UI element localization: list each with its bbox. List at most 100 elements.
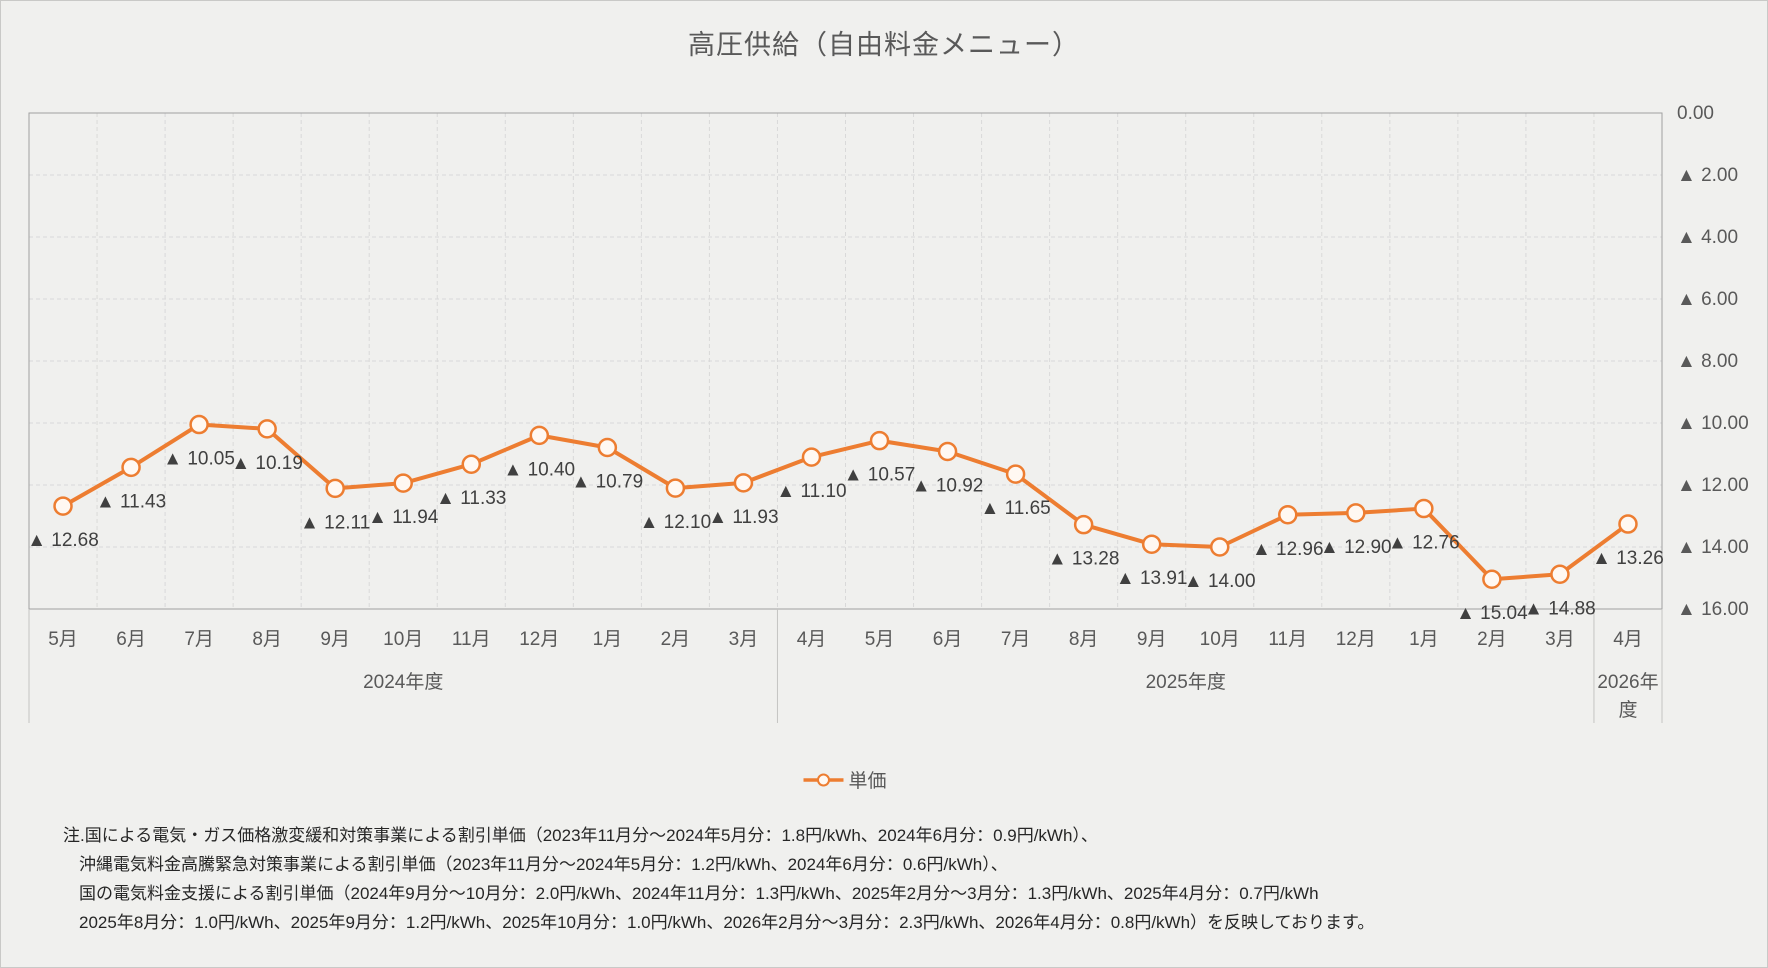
data-label: ▲ 12.68 (27, 530, 99, 551)
data-point-marker (1005, 464, 1026, 484)
x-axis-month-label: 8月 (1069, 629, 1099, 650)
data-label: ▲ 11.65 (980, 498, 1050, 519)
data-label: ▲ 11.93 (708, 507, 778, 528)
x-axis-month-label: 9月 (1137, 629, 1167, 650)
x-axis-month-label: 4月 (1613, 629, 1643, 650)
data-point-marker (53, 496, 73, 516)
data-point-marker (393, 473, 413, 493)
y-axis-tick-label: ▲ 8.00 (1677, 351, 1738, 372)
data-point-marker (937, 441, 958, 462)
legend-line-marker-icon (803, 773, 844, 786)
data-label: ▲ 12.11 (300, 512, 370, 533)
data-point-marker (257, 419, 277, 439)
x-axis-month-label: 7月 (1001, 629, 1031, 650)
data-label: ▲ 12.90 (1320, 537, 1392, 558)
x-axis-month-label: 5月 (48, 629, 78, 650)
plot-border (28, 112, 1663, 610)
x-axis-month-label: 9月 (320, 629, 350, 650)
x-axis-month-label: 4月 (797, 629, 827, 650)
data-label: ▲ 11.94 (368, 507, 439, 528)
year-separators (28, 609, 1663, 723)
x-axis-month-label: 6月 (933, 629, 963, 650)
x-axis-year-label: 2025年度 (1145, 672, 1226, 693)
x-axis-month-label: 1月 (593, 629, 623, 650)
y-axis-tick-label: ▲ 14.00 (1677, 537, 1749, 558)
x-axis-month-labels: 5月 6月 7月 8月 9月 10月 11月 12月 1月 2月 3月 4月 5月 6月 7月 8月 9月 10月… (48, 629, 1643, 650)
x-axis-month-label: 1月 (1409, 629, 1439, 650)
x-axis-month-label: 8月 (252, 629, 282, 650)
data-point-marker (1278, 505, 1298, 525)
y-axis-tick-label: 0.00 (1677, 103, 1714, 124)
data-label: ▲ 10.19 (231, 453, 303, 474)
data-point-marker (801, 447, 822, 467)
data-label: ▲ 13.28 (1048, 549, 1120, 570)
footnote: 注.国による電気・ガス価格激変緩和対策事業による割引単価（2023年11月分～2… (63, 821, 1374, 937)
x-axis-month-label: 12月 (1336, 629, 1376, 650)
x-axis-month-label: 10月 (1200, 629, 1240, 650)
data-label: ▲ 10.40 (503, 459, 575, 480)
data-label: ▲ 12.76 (1388, 533, 1460, 554)
data-point-marker (1073, 514, 1094, 535)
data-point-marker (1550, 564, 1570, 585)
vertical-gridlines (96, 113, 1595, 609)
data-point-marker (121, 457, 141, 478)
data-point-marker (1414, 498, 1434, 519)
footnote-line: 国の電気料金支援による割引単価（2024年9月分～10月分：2.0円/kWh、2… (79, 884, 1319, 903)
x-axis-month-label: 5月 (865, 629, 895, 650)
footnote-line: 注.国による電気・ガス価格激変緩和対策事業による割引単価（2023年11月分～2… (63, 826, 1098, 845)
x-axis-month-label: 10月 (383, 629, 423, 650)
data-labels: ▲ 12.68▲ 11.43▲ 10.05▲ 10.19▲ 12.11▲ 11.… (27, 449, 1664, 625)
footnote-line: 2025年8月分：1.0円/kWh、2025年9月分：1.2円/kWh、2025… (79, 913, 1375, 932)
data-label: ▲ 13.91 (1116, 568, 1188, 589)
data-label: ▲ 15.04 (1456, 603, 1528, 624)
data-point-marker (529, 425, 550, 446)
data-label: ▲ 11.43 (96, 491, 166, 512)
data-label: ▲ 10.79 (572, 471, 644, 492)
x-axis-year-label: 2024年度 (363, 672, 444, 693)
data-point-marker (1141, 534, 1162, 554)
data-label: ▲ 10.92 (912, 476, 984, 497)
data-point-marker (325, 478, 345, 499)
data-label: ▲ 14.88 (1524, 598, 1596, 619)
data-label: ▲ 12.96 (1252, 539, 1324, 560)
data-label: ▲ 10.57 (844, 465, 916, 486)
data-point-marker (597, 437, 618, 458)
y-axis-tick-label: ▲ 16.00 (1677, 599, 1749, 620)
data-label: ▲ 11.10 (776, 481, 846, 502)
y-axis-tick-label: ▲ 10.00 (1677, 413, 1749, 434)
x-axis-month-label: 3月 (729, 629, 759, 650)
data-label: ▲ 11.33 (436, 488, 506, 509)
data-point-marker (733, 473, 754, 493)
y-axis-ticks: 0.00 ▲ 2.00 ▲ 4.00 ▲ 6.00 ▲ 8.00 ▲ 10.00 ▲ 12.… (1677, 103, 1749, 620)
data-label: ▲ 14.00 (1184, 571, 1256, 592)
data-point-marker (461, 454, 482, 474)
data-point-marker (189, 414, 209, 435)
legend-series-label: 単価 (848, 771, 887, 792)
data-label: ▲ 12.10 (640, 512, 712, 533)
x-axis-year-label: 2026年度 (1597, 672, 1659, 721)
data-point-marker (1482, 569, 1502, 589)
x-axis-month-label: 2月 (1477, 629, 1507, 650)
y-axis-tick-label: ▲ 2.00 (1677, 165, 1738, 186)
y-axis-tick-label: ▲ 4.00 (1677, 227, 1738, 248)
x-axis-month-label: 12月 (519, 629, 559, 650)
chart-title: 高圧供給（自由料金メニュー） (688, 30, 1080, 60)
x-axis-month-label: 11月 (452, 629, 491, 650)
x-axis-month-label: 3月 (1545, 629, 1575, 650)
line-chart-plot: 0.00 ▲ 2.00 ▲ 4.00 ▲ 6.00 ▲ 8.00 ▲ 10.00 ▲ 12.… (27, 103, 1749, 723)
footnote-line: 沖縄電気料金高騰緊急対策事業による割引単価（2023年11月分～2024年5月分… (79, 855, 1008, 874)
y-axis-tick-label: ▲ 6.00 (1677, 289, 1738, 310)
data-point-markers (53, 414, 1638, 589)
data-point-marker (1346, 503, 1366, 523)
data-point-marker (665, 478, 686, 498)
x-axis-month-label: 6月 (116, 629, 146, 650)
y-axis-tick-label: ▲ 12.00 (1677, 475, 1749, 496)
data-label: ▲ 13.26 (1592, 548, 1664, 569)
series-line-tanka (62, 422, 1630, 582)
data-point-marker (1209, 537, 1230, 557)
x-axis-month-label: 11月 (1268, 629, 1307, 650)
data-point-marker (1618, 514, 1638, 534)
data-label: ▲ 10.05 (163, 449, 235, 470)
x-axis-month-label: 2月 (661, 629, 691, 650)
